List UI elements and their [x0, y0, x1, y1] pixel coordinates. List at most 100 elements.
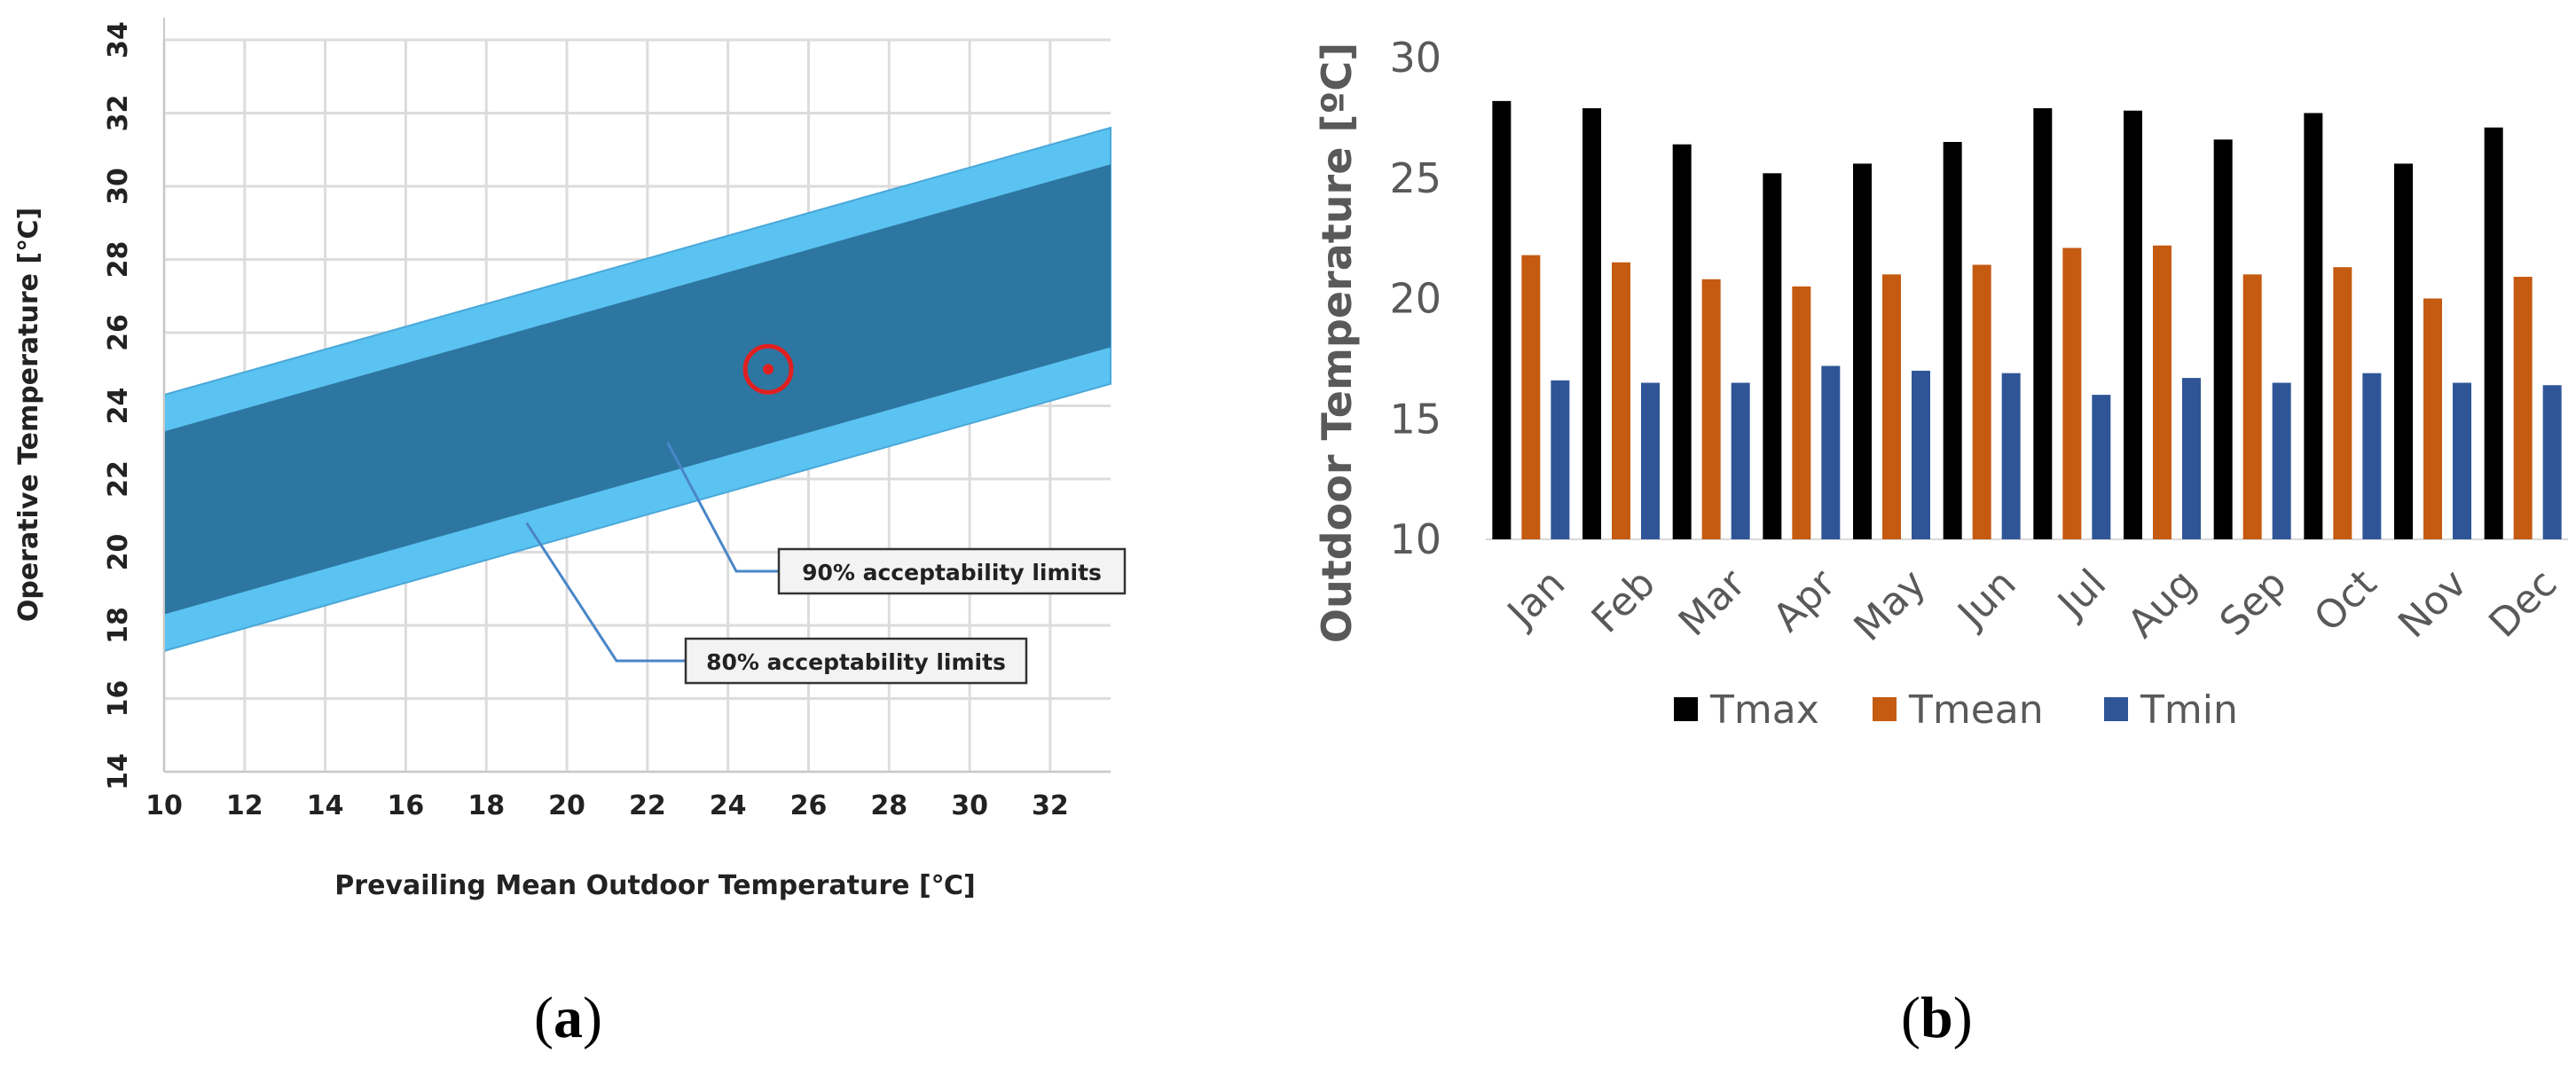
caption-b: (b)	[1901, 986, 1973, 1050]
y-tick-label-a: 22	[103, 460, 134, 498]
bar-tmax-may	[1853, 163, 1872, 539]
chart-a-acceptability: 10 12 14 16 18 20 22 24 26 28 30 32 14 16 18 20 22 24 26 28…	[13, 18, 1127, 901]
callout-line-80	[525, 522, 686, 663]
bar-tmean-nov	[2423, 298, 2442, 539]
bar-tmin-jul	[2092, 395, 2111, 539]
x-tick-label-a: 22	[629, 790, 666, 821]
category-label-mar: Mar	[1670, 561, 1755, 645]
y-tick-label-a: 16	[103, 680, 134, 718]
bar-tmax-jan	[1492, 100, 1512, 540]
y-tick-label-b: 10	[1389, 515, 1441, 563]
marker-dot	[763, 364, 774, 375]
x-tick-label-a: 26	[790, 790, 828, 821]
bar-tmean-mar	[1701, 279, 1721, 539]
category-label-apr: Apr	[1764, 561, 1845, 641]
band-90-percent	[164, 164, 1111, 615]
x-tick-label-a: 32	[1032, 790, 1069, 821]
bar-tmax-mar	[1672, 144, 1692, 540]
bar-tmin-jun	[2001, 373, 2021, 539]
x-tick-label-a: 12	[226, 790, 263, 821]
chart-b-monthly-temperature: 10 15 20 25 30 Jan Feb Mar Apr May Jun Jul Aug Sep Oct…	[1313, 34, 2568, 733]
x-tick-label-a: 18	[467, 790, 505, 821]
bar-tmin-apr	[1821, 365, 1841, 539]
y-axis-title-a: Operative Temperature [℃]	[13, 208, 44, 622]
y-tick-label-a: 18	[103, 607, 134, 644]
y-tick-label-b: 25	[1389, 154, 1441, 202]
y-tick-label-a: 26	[103, 314, 134, 351]
bar-tmax-dec	[2484, 127, 2503, 540]
y-tick-label-a: 34	[103, 21, 134, 59]
bar-tmean-jul	[2062, 247, 2082, 539]
y-tick-label-a: 30	[103, 168, 134, 205]
legend-label-tmax: Tmax	[1709, 687, 1819, 733]
bar-tmax-sep	[2213, 139, 2233, 539]
x-tick-label-a: 30	[951, 790, 988, 821]
y-tick-label-a: 24	[103, 388, 134, 425]
marker-ring	[742, 343, 794, 395]
y-axis-title-b: Outdoor Temperature [ºC]	[1313, 43, 1361, 643]
callout-box-90	[777, 547, 1127, 595]
legend-label-tmean: Tmean	[1908, 687, 2044, 733]
bar-tmean-feb	[1612, 262, 1630, 539]
category-label-jun: Jun	[1948, 561, 2025, 638]
bar-tmin-jan	[1551, 380, 1570, 539]
callout-label-90: 90% acceptability limits	[802, 560, 1102, 585]
bar-tmax-jul	[2033, 108, 2053, 539]
x-tick-label-a: 24	[710, 790, 747, 821]
category-label-nov: Nov	[2390, 561, 2476, 647]
category-label-aug: Aug	[2119, 561, 2205, 647]
legend-label-tmin: Tmin	[2140, 687, 2238, 733]
bar-tmax-oct	[2304, 113, 2323, 539]
y-tick-label-a: 28	[103, 241, 134, 279]
callout-line-90	[666, 442, 779, 573]
bar-tmax-jun	[1943, 142, 1962, 539]
legend-swatch-tmean	[1873, 697, 1897, 721]
x-tick-label-a: 16	[388, 790, 425, 821]
x-tick-label-a: 20	[548, 790, 585, 821]
y-tick-label-a: 32	[103, 95, 134, 132]
bar-tmin-sep	[2272, 382, 2291, 539]
category-label-jul: Jul	[2048, 561, 2116, 628]
bar-tmin-mar	[1731, 382, 1750, 539]
y-tick-label-a: 20	[103, 534, 134, 571]
bar-tmin-dec	[2542, 385, 2562, 539]
category-label-may: May	[1846, 561, 1935, 649]
bar-tmean-dec	[2513, 277, 2533, 539]
bar-tmean-aug	[2153, 245, 2172, 539]
callout-box-80	[684, 637, 1028, 685]
caption-a-letter: a	[553, 986, 583, 1050]
bar-tmean-sep	[2242, 274, 2262, 539]
bar-tmean-jun	[1972, 264, 1991, 539]
bar-tmax-apr	[1763, 173, 1782, 539]
category-label-feb: Feb	[1583, 561, 1664, 641]
bar-tmean-may	[1882, 274, 1901, 539]
y-tick-label-b: 15	[1389, 395, 1441, 443]
bar-tmin-aug	[2182, 378, 2201, 539]
category-label-oct: Oct	[2305, 561, 2385, 640]
category-label-dec: Dec	[2480, 561, 2565, 646]
callout-label-80: 80% acceptability limits	[706, 649, 1006, 675]
y-tick-label-b: 30	[1389, 34, 1441, 82]
bar-tmean-jan	[1521, 255, 1541, 539]
caption-a: (a)	[534, 986, 602, 1050]
bar-tmin-nov	[2453, 382, 2471, 539]
bar-tmin-feb	[1641, 382, 1660, 539]
category-label-sep: Sep	[2211, 561, 2296, 645]
bar-tmax-aug	[2124, 110, 2142, 539]
x-tick-label-a: 14	[307, 790, 344, 821]
bar-tmax-feb	[1583, 108, 1601, 539]
y-tick-label-a: 14	[103, 753, 134, 790]
bar-tmax-nov	[2394, 163, 2413, 539]
category-label-jan: Jan	[1497, 561, 1574, 637]
legend-swatch-tmin	[2104, 697, 2128, 721]
bar-tmin-oct	[2362, 373, 2382, 539]
bar-tmin-may	[1912, 370, 1930, 539]
y-tick-label-b: 20	[1389, 275, 1441, 323]
bar-tmean-apr	[1792, 286, 1811, 539]
x-tick-label-a: 28	[870, 790, 907, 821]
legend-swatch-tmax	[1674, 697, 1698, 721]
x-axis-title-a: Prevailing Mean Outdoor Temperature [℃]	[334, 870, 975, 901]
bar-tmean-oct	[2333, 267, 2352, 539]
caption-b-letter: b	[1920, 986, 1953, 1050]
